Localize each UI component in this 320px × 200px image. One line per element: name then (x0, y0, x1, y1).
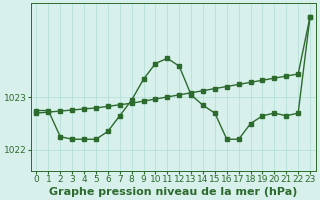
X-axis label: Graphe pression niveau de la mer (hPa): Graphe pression niveau de la mer (hPa) (49, 187, 298, 197)
